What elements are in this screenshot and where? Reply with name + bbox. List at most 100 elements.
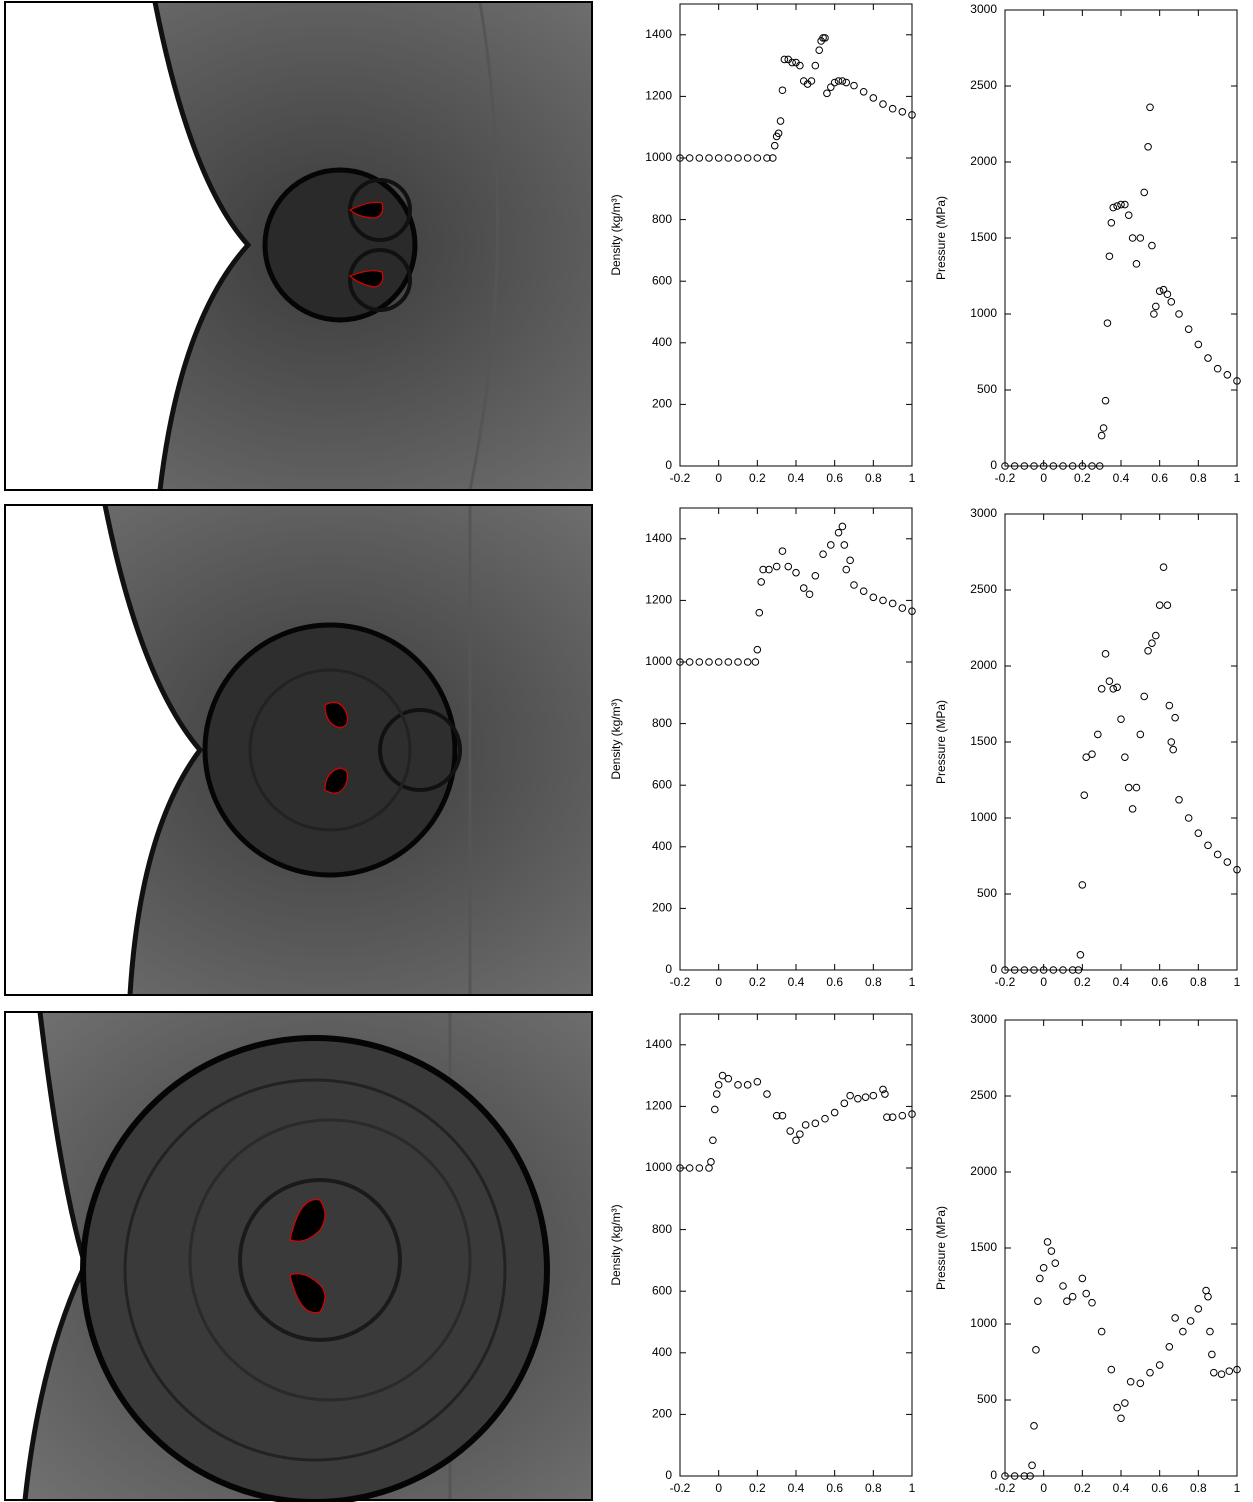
data-point	[1213, 850, 1222, 859]
data-point	[753, 1077, 762, 1086]
data-point	[1088, 1298, 1096, 1307]
y-tick-label: 600	[652, 777, 672, 791]
data-point	[1126, 1377, 1135, 1386]
y-tick-label: 500	[977, 382, 997, 396]
data-point	[1136, 1379, 1145, 1388]
y-tick-label: 800	[652, 716, 672, 730]
y-tick-label: 1400	[645, 1037, 672, 1051]
data-point	[757, 578, 766, 586]
data-point	[898, 108, 907, 116]
data-point	[724, 154, 733, 162]
data-point	[1175, 310, 1183, 318]
data-point	[755, 608, 764, 617]
data-point	[799, 584, 808, 592]
data-point	[1146, 103, 1154, 112]
data-point	[827, 83, 835, 91]
data-point	[685, 154, 694, 162]
data-point	[695, 154, 704, 162]
data-point	[714, 1081, 723, 1089]
data-point	[711, 1105, 719, 1114]
data-point	[1155, 1361, 1164, 1369]
y-tick-label: 1000	[645, 654, 672, 668]
plot-frame	[679, 3, 913, 467]
data-point	[1101, 650, 1110, 658]
simulation-image	[4, 504, 593, 996]
data-point	[842, 565, 851, 574]
y-tick-label: 0	[990, 1468, 997, 1482]
data-point	[1117, 200, 1125, 209]
y-tick-label: 600	[652, 1283, 672, 1297]
y-tick-label: 2000	[970, 154, 997, 168]
data-point	[1206, 1327, 1214, 1336]
data-point	[734, 1081, 742, 1089]
x-tick-label: 0	[715, 975, 722, 989]
data-point	[881, 1090, 889, 1098]
data-point	[778, 1111, 787, 1120]
data-point	[1047, 1247, 1056, 1255]
x-tick-label: -0.2	[995, 975, 1016, 989]
data-point	[712, 1090, 721, 1098]
data-point	[1113, 683, 1121, 692]
x-tick-label: -0.2	[995, 471, 1016, 485]
y-axis-label: Pressure (MPa)	[934, 700, 948, 784]
x-tick-label: 0.4	[788, 471, 805, 485]
data-point	[898, 604, 907, 612]
data-point	[1068, 966, 1077, 974]
plot-frame	[1004, 1019, 1238, 1477]
y-tick-label: 0	[990, 962, 997, 976]
x-tick-label: -0.2	[670, 471, 691, 485]
y-tick-label: 200	[652, 1407, 672, 1421]
x-tick-label: 0.6	[826, 1481, 843, 1495]
data-point	[838, 522, 847, 531]
data-point	[1128, 234, 1137, 242]
data-point	[1026, 1472, 1034, 1480]
data-point	[1059, 1282, 1067, 1290]
data-point	[1059, 966, 1067, 974]
y-tick-label: 1500	[970, 230, 997, 244]
data-point	[714, 658, 723, 666]
data-point	[1105, 677, 1114, 686]
data-point	[1194, 1305, 1203, 1313]
data-point	[1233, 1365, 1241, 1374]
y-tick-label: 3000	[970, 1012, 997, 1026]
data-point	[1140, 692, 1148, 701]
plot-frame	[1004, 9, 1238, 467]
x-tick-label: 1	[1234, 471, 1241, 485]
x-tick-label: 0.8	[865, 975, 882, 989]
data-point	[908, 1110, 916, 1118]
data-point	[743, 154, 752, 162]
data-point	[827, 541, 835, 549]
data-point	[1213, 364, 1222, 373]
y-tick-label: 1200	[645, 593, 672, 607]
data-point	[780, 55, 789, 64]
x-tick-label: -0.2	[995, 1481, 1016, 1495]
y-tick-label: 1500	[970, 734, 997, 748]
data-point	[1030, 1422, 1038, 1430]
data-point	[1132, 260, 1141, 268]
data-point	[1186, 1317, 1195, 1325]
data-point	[1210, 1368, 1218, 1377]
y-tick-label: 1200	[645, 1099, 672, 1113]
x-tick-label: 0.2	[749, 471, 766, 485]
data-point	[769, 154, 777, 162]
data-point	[1113, 1403, 1121, 1412]
data-point	[1063, 1297, 1071, 1305]
data-point	[879, 596, 887, 605]
y-tick-label: 1400	[645, 27, 672, 41]
data-point	[1233, 377, 1241, 385]
data-point	[724, 1074, 733, 1083]
y-tick-label: 500	[977, 886, 997, 900]
data-point	[1184, 325, 1193, 334]
x-tick-label: 1	[909, 1481, 916, 1495]
y-tick-label: 2500	[970, 1088, 997, 1102]
data-point	[888, 599, 897, 608]
x-tick-label: 1	[1234, 975, 1241, 989]
y-tick-label: 1000	[645, 150, 672, 164]
data-point	[776, 117, 785, 125]
y-tick-label: 800	[652, 212, 672, 226]
data-point	[685, 1164, 694, 1172]
data-point	[718, 1071, 727, 1080]
y-tick-label: 1000	[970, 810, 997, 824]
data-point	[1095, 462, 1104, 470]
plot-frame	[679, 1013, 913, 1477]
